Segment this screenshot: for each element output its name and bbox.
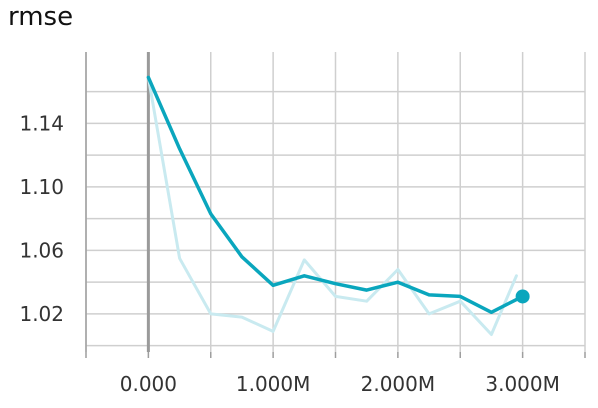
x-tick-label: 1.000M — [236, 372, 311, 396]
x-tick-label: 3.000M — [485, 372, 560, 396]
axes — [85, 52, 586, 358]
raw-series-line — [146, 75, 518, 336]
tick-labels: 1.02 1.06 1.10 1.14 0.000 1.000M 2.000M 3.000M — [19, 111, 559, 396]
y-tick-label: 1.02 — [19, 302, 64, 326]
smoothed-series-line — [146, 75, 525, 315]
y-tick-label: 1.14 — [19, 111, 64, 135]
series-layer — [146, 75, 530, 336]
y-tick-label: 1.10 — [19, 175, 64, 199]
highlight-point — [515, 289, 530, 304]
grid-lines — [85, 52, 586, 352]
y-tick-label: 1.06 — [19, 238, 64, 262]
x-tick-label: 2.000M — [361, 372, 436, 396]
x-tick-label: 0.000 — [120, 372, 177, 396]
chart-title: rmse — [8, 2, 74, 32]
